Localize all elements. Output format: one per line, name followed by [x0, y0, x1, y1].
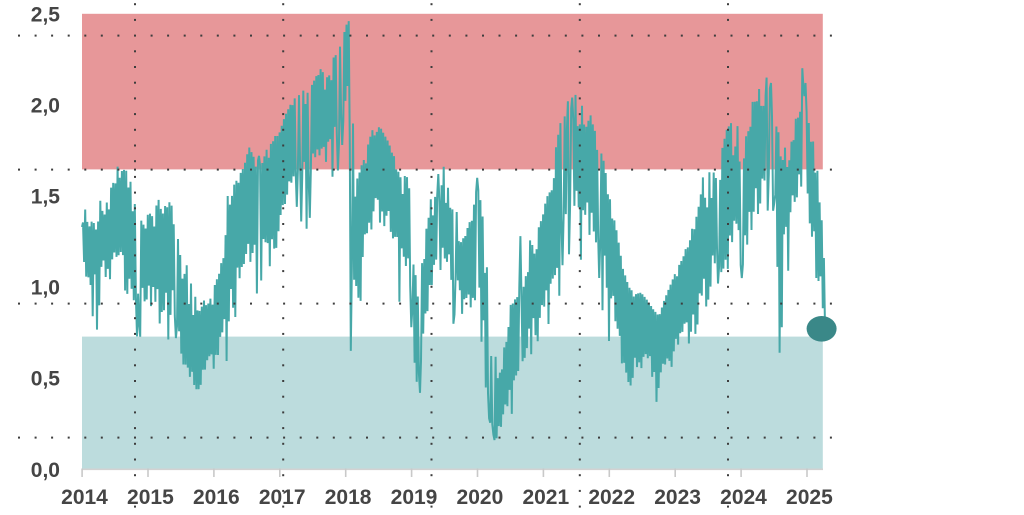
- svg-text:2016: 2016: [193, 486, 240, 509]
- svg-text:1,0: 1,0: [31, 277, 60, 300]
- svg-text:2025: 2025: [786, 486, 833, 509]
- svg-text:2022: 2022: [588, 486, 635, 509]
- svg-text:2,5: 2,5: [31, 3, 61, 26]
- svg-text:2017: 2017: [259, 486, 306, 509]
- svg-text:1,5: 1,5: [31, 186, 61, 209]
- svg-text:2024: 2024: [720, 486, 767, 509]
- svg-text:0,5: 0,5: [31, 368, 61, 391]
- svg-text:2018: 2018: [325, 486, 372, 509]
- svg-text:0,0: 0,0: [31, 459, 60, 482]
- svg-text:2,0: 2,0: [31, 94, 60, 117]
- svg-text:2015: 2015: [127, 486, 174, 509]
- svg-text:2023: 2023: [654, 486, 701, 509]
- svg-text:2019: 2019: [391, 486, 438, 509]
- svg-text:2014: 2014: [61, 486, 108, 509]
- svg-text:2021: 2021: [522, 486, 569, 509]
- svg-text:2020: 2020: [457, 486, 504, 509]
